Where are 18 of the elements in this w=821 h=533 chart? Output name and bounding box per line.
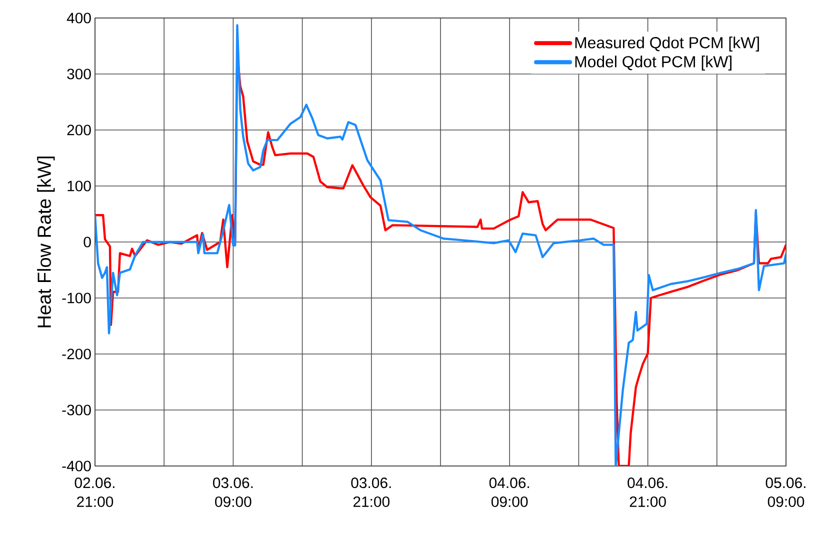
legend-label: Measured Qdot PCM [kW] [575,36,759,52]
y-tick-label: -100 [62,292,91,304]
x-tick-label: 04.06. 21:00 [628,478,668,508]
y-tick-label: 0 [84,236,91,248]
x-tick-label: 03.06. 21:00 [351,478,391,508]
y-tick-label: 200 [67,124,91,136]
y-tick-label: 400 [66,12,91,24]
y-tick-label: 100 [68,180,91,192]
y-axis-title: Heat Flow Rate [kW] [37,156,55,328]
legend-label: Model Qdot PCM [kW] [575,56,732,71]
x-tick-label: 02.06. 21:00 [74,478,114,508]
x-tick-label: 04.06. 09:00 [489,478,529,508]
x-tick-label: 03.06. 09:00 [213,478,253,508]
y-tick-label: -400 [62,460,91,472]
x-tick-label: 05.06. 09:00 [766,478,806,508]
y-tick-label: -300 [62,404,91,416]
y-tick-label: 300 [67,68,91,80]
y-tick-label: -200 [62,348,91,360]
